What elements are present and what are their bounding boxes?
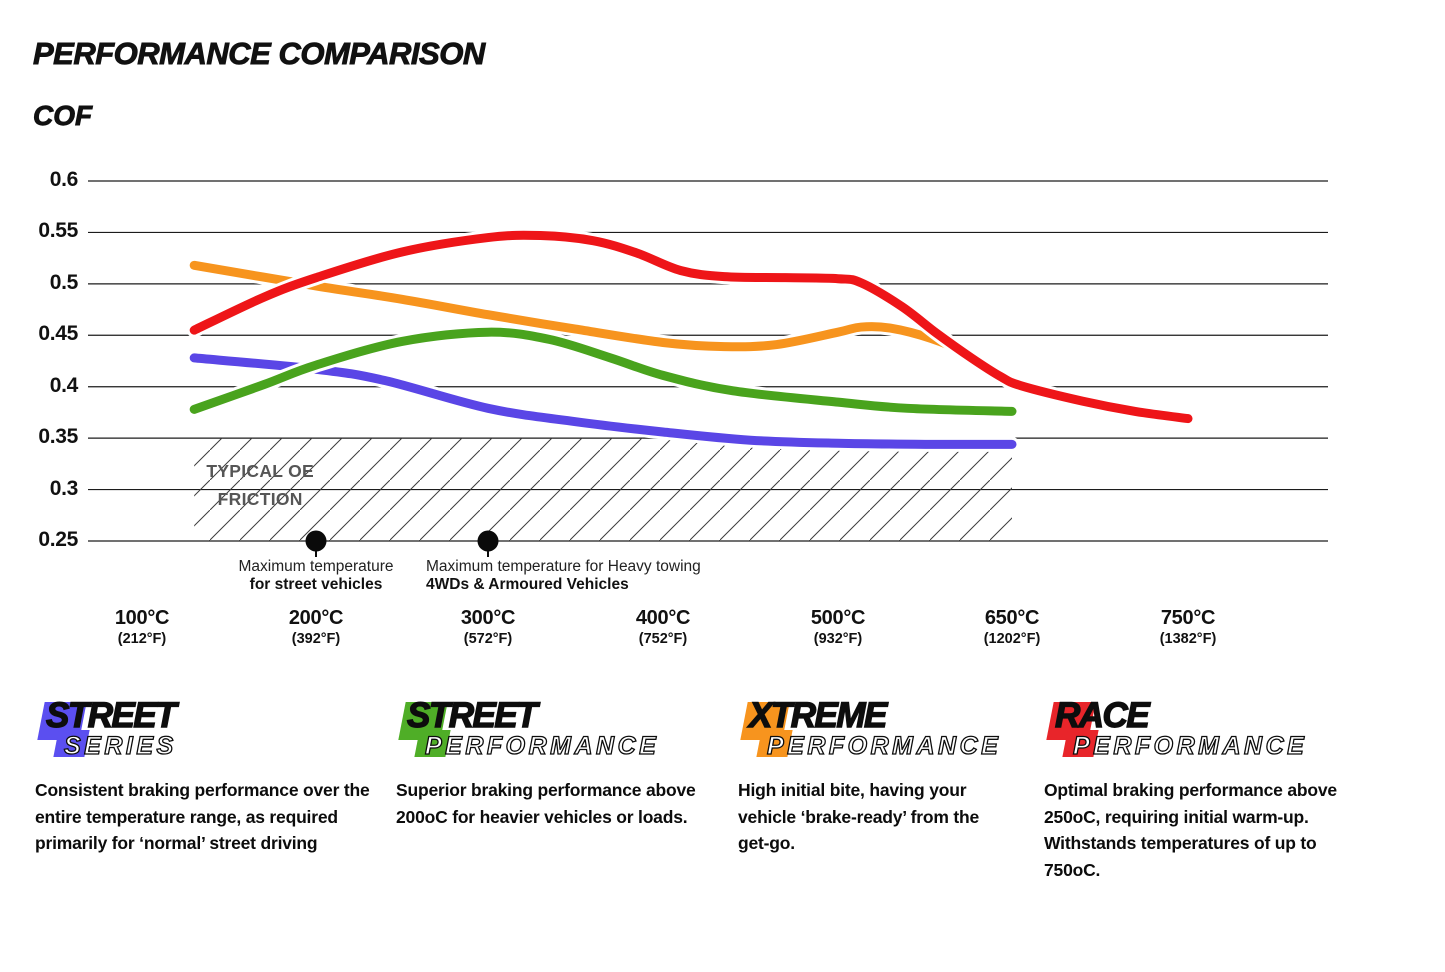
legend-xtreme-performance: XTREME PERFORMANCE High initial bite, ha… xyxy=(738,695,1083,853)
legend-description: Optimal braking performance above 250oC,… xyxy=(1044,780,1337,880)
legend-description: High initial bite, having your vehicle ‘… xyxy=(738,780,980,853)
logo-word1: XTREME xyxy=(748,695,888,735)
legend-street-performance: STREET PERFORMANCE Superior braking perf… xyxy=(396,695,741,826)
legend-description: Consistent braking performance over the … xyxy=(35,780,370,853)
marker-dot-icon xyxy=(305,530,327,552)
series-line-race-performance xyxy=(189,230,1193,424)
logo-word1: STREET xyxy=(45,695,177,735)
series-line-street-series xyxy=(189,353,1017,449)
x-tick-label: 100°C (212°F) xyxy=(114,607,170,647)
y-axis-title: COF xyxy=(33,100,93,132)
logo-word1: RACE xyxy=(1054,695,1150,735)
x-tick-label: 400°C (752°F) xyxy=(635,607,691,647)
series-casing-street-performance xyxy=(186,324,1020,419)
logo-word2: PERFORMANCE xyxy=(424,731,660,760)
logo-word2: PERFORMANCE xyxy=(766,731,1002,760)
page-title: PERFORMANCE COMPARISON xyxy=(33,36,486,72)
x-tick-label: 500°C (932°F) xyxy=(810,607,866,647)
x-tick-label: 650°C (1202°F) xyxy=(983,607,1041,647)
series-line-street-performance xyxy=(189,327,1017,416)
race-performance-logo: RACE PERFORMANCE xyxy=(1044,695,1389,769)
oe-friction-band xyxy=(194,438,1012,541)
street-performance-logo: STREET PERFORMANCE xyxy=(396,695,741,769)
marker-dot-icon xyxy=(477,530,499,552)
series-line-xtreme-performance xyxy=(189,260,1015,386)
logo-word1: STREET xyxy=(406,695,538,735)
x-tick-label: 200°C (392°F) xyxy=(288,607,344,647)
xtreme-performance-logo: XTREME PERFORMANCE xyxy=(738,695,1083,769)
legend-street-series: STREET SERIES Consistent braking perform… xyxy=(35,695,380,853)
performance-chart xyxy=(88,180,1328,557)
legend-race-performance: RACE PERFORMANCE Optimal braking perform… xyxy=(1044,695,1389,879)
logo-word2: SERIES xyxy=(63,731,177,760)
x-tick-label: 300°C (572°F) xyxy=(460,607,516,647)
street-series-logo: STREET SERIES xyxy=(35,695,380,769)
logo-word2: PERFORMANCE xyxy=(1072,731,1308,760)
legend-description: Superior braking performance above 200oC… xyxy=(396,780,696,827)
x-tick-label: 750°C (1382°F) xyxy=(1159,607,1217,647)
